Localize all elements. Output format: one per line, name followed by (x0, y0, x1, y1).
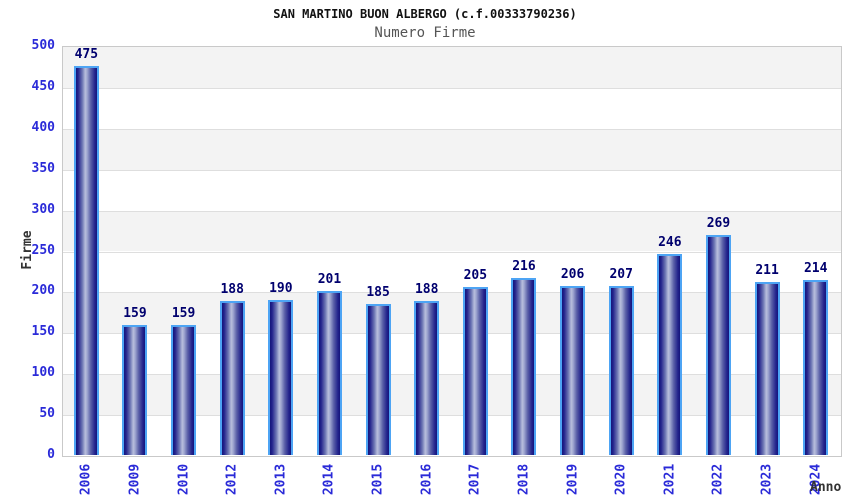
bar-value-label: 211 (755, 263, 779, 279)
x-tick-label: 2013 (273, 463, 289, 496)
background-band (63, 87, 841, 129)
bar-2009 (122, 324, 148, 455)
y-tick-label: 100 (31, 365, 55, 381)
bar-value-label: 188 (220, 282, 244, 298)
bar-2024 (803, 279, 829, 455)
gridline (63, 415, 841, 417)
bar-value-label: 246 (658, 234, 682, 250)
x-tick-label: 2015 (370, 463, 386, 496)
x-tick-label: 2019 (565, 463, 581, 496)
gridline (63, 333, 841, 335)
x-tick-label: 2014 (321, 463, 337, 496)
background-band (63, 128, 841, 170)
gridline (63, 210, 841, 212)
gridline (63, 251, 841, 253)
bar-value-label: 207 (609, 266, 633, 282)
bar-value-label: 185 (366, 284, 390, 300)
bar-value-label: 159 (171, 305, 196, 321)
x-axis-title: Anno (810, 480, 842, 495)
bar-2023 (754, 282, 780, 455)
gridline (63, 374, 841, 376)
chart-subtitle: Numero Firme (374, 25, 476, 41)
y-tick-label: 50 (39, 406, 55, 422)
bar-2010 (171, 324, 197, 455)
gridline (63, 128, 841, 130)
gridline (63, 292, 841, 294)
bar-value-label: 201 (317, 271, 342, 287)
y-tick-label: 450 (31, 78, 55, 94)
bar-2019 (560, 286, 586, 455)
bar-2017 (462, 287, 488, 455)
y-axis-title: Firme (20, 230, 35, 270)
bar-2020 (608, 285, 634, 455)
x-tick-label: 2006 (78, 463, 94, 496)
y-tick-label: 350 (31, 160, 55, 176)
x-tick-label: 2018 (516, 463, 532, 496)
x-tick-label: 2021 (662, 463, 678, 496)
bar-2018 (511, 278, 537, 455)
bar-2013 (268, 299, 294, 455)
background-band (63, 169, 841, 211)
x-tick-label: 2009 (127, 463, 143, 496)
bar-2012 (219, 301, 245, 455)
bar-2021 (657, 253, 683, 455)
y-tick-label: 200 (31, 283, 55, 299)
bar-2006 (73, 66, 99, 455)
x-tick-label: 2022 (710, 463, 726, 496)
bar-value-label: 216 (512, 259, 536, 275)
bar-value-label: 205 (463, 268, 488, 284)
bar-value-label: 188 (414, 282, 439, 298)
y-tick-label: 150 (31, 324, 55, 340)
y-tick-label: 0 (47, 447, 55, 462)
x-tick-label: 2016 (419, 463, 435, 496)
bar-2015 (365, 303, 391, 455)
bar-value-label: 269 (706, 215, 731, 231)
background-band (63, 47, 841, 88)
x-tick-label: 2017 (467, 463, 483, 496)
y-tick-label: 400 (31, 119, 55, 135)
x-tick-label: 2010 (176, 463, 192, 496)
gridline (63, 169, 841, 171)
bar-value-label: 475 (74, 47, 99, 63)
bar-2014 (316, 290, 342, 455)
chart-title: SAN MARTINO BUON ALBERGO (c.f.0033379023… (273, 7, 577, 21)
bar-value-label: 214 (803, 260, 828, 276)
bar-value-label: 206 (560, 267, 585, 283)
x-tick-label: 2012 (224, 463, 240, 496)
y-tick-label: 250 (31, 242, 55, 258)
y-tick-label: 500 (31, 38, 55, 53)
bar-value-label: 190 (269, 280, 293, 296)
gridline (63, 87, 841, 89)
x-tick-label: 2020 (613, 463, 629, 496)
bar-2022 (705, 234, 731, 455)
y-tick-label: 300 (31, 201, 55, 217)
x-tick-label: 2023 (759, 463, 775, 496)
bar-2016 (414, 301, 440, 455)
bar-value-label: 159 (123, 305, 147, 321)
